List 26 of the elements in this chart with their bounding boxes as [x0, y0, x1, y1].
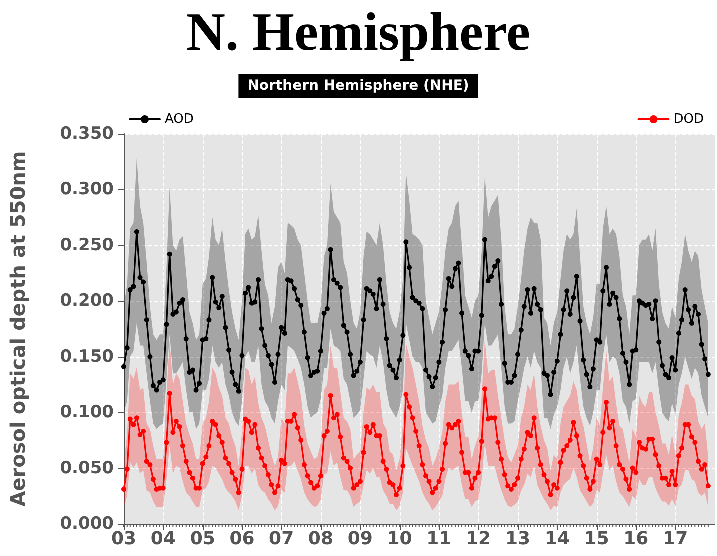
y-tick-label: 0.200 — [60, 291, 114, 312]
x-tick-label: 05 — [190, 528, 216, 550]
y-axis-title: Aerosol optical depth at 550nm — [6, 151, 30, 507]
x-tick-label: 08 — [308, 528, 334, 550]
chart-title: N. Hemisphere — [186, 2, 530, 62]
y-tick-label: 0.350 — [60, 124, 114, 144]
x-tick-label: 17 — [663, 528, 688, 550]
x-tick-label: 10 — [387, 528, 412, 550]
x-tick-label: 04 — [150, 528, 176, 550]
y-tick-label: 0.050 — [60, 458, 114, 478]
chart-subtitle: Northern Hemisphere (NHE) — [248, 78, 470, 94]
y-tick-label: 0.150 — [60, 346, 114, 367]
x-tick-label: 09 — [348, 528, 373, 550]
x-tick-label: 11 — [426, 528, 452, 550]
x-tick-label: 16 — [624, 528, 649, 550]
legend-label: DOD — [674, 112, 704, 127]
y-tick-label: 0.100 — [60, 402, 114, 423]
x-tick-label: 07 — [269, 528, 294, 550]
x-tick-label: 12 — [466, 528, 492, 550]
x-tick-label: 06 — [230, 528, 255, 550]
x-tick-label: 13 — [506, 528, 531, 550]
y-tick-label: 0.300 — [60, 180, 114, 200]
y-tick-label: 0.250 — [60, 235, 114, 256]
legend-label: AOD — [165, 112, 194, 127]
x-tick-label: 14 — [544, 528, 570, 550]
x-tick-label: 15 — [584, 528, 610, 550]
